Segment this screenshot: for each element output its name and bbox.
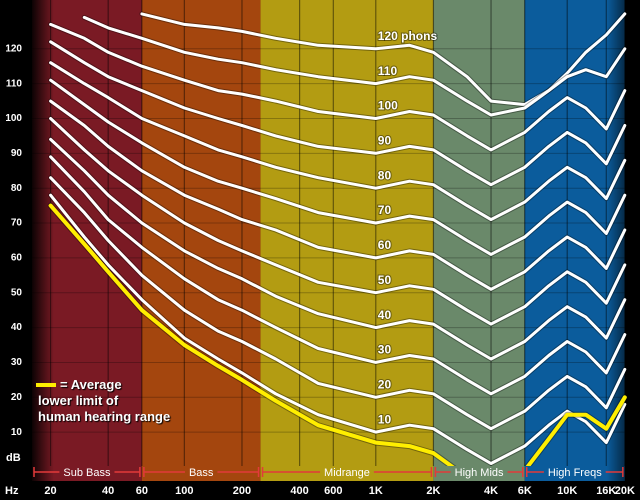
band-label: Bass xyxy=(189,467,214,479)
x-tick-label: 10K xyxy=(557,485,577,497)
curve-label: 120 phons xyxy=(378,29,438,43)
band-label: High Freqs xyxy=(548,467,602,479)
phon-curve xyxy=(49,176,627,431)
phon-curve xyxy=(82,15,627,117)
x-tick-label: 6K xyxy=(518,485,532,497)
legend-swatch xyxy=(36,383,56,387)
x-tick-label: 20 xyxy=(44,485,56,497)
y-tick-label: 70 xyxy=(11,218,23,229)
phon-curve xyxy=(49,117,627,326)
curve-label: 80 xyxy=(378,168,392,182)
band xyxy=(141,0,261,481)
curve-label: 50 xyxy=(378,273,392,287)
y-tick-label: 110 xyxy=(6,78,23,89)
phon-curve xyxy=(49,78,627,256)
y-tick-label: 90 xyxy=(11,148,23,159)
y-tick-label: 100 xyxy=(5,113,22,124)
x-tick-label: 20K xyxy=(615,485,635,497)
x-tick-label: 200 xyxy=(233,485,251,497)
y-tick-label: 80 xyxy=(11,183,23,194)
curve-label: 30 xyxy=(378,343,392,357)
fade xyxy=(32,0,54,481)
x-tick-label: 600 xyxy=(324,485,342,497)
y-tick-label: 50 xyxy=(11,287,23,298)
x-tick-label: 100 xyxy=(175,485,193,497)
y-tick-label: 60 xyxy=(11,253,23,264)
curve-label: 10 xyxy=(378,412,392,426)
phon-curve xyxy=(49,137,627,361)
band-label: Sub Bass xyxy=(63,467,111,479)
y-tick-label: 20 xyxy=(11,392,23,403)
y-tick-label: 30 xyxy=(11,357,23,368)
curve-label: 90 xyxy=(378,134,392,148)
phon-curve xyxy=(49,193,627,465)
x-tick-label: 1K xyxy=(369,485,383,497)
x-tick-label: 4K xyxy=(484,485,498,497)
threshold-curve xyxy=(48,203,627,466)
labels: 10 20 30 40 50 60 70 80 90 100 110 120 20 40 60 100 200 4… xyxy=(5,28,635,497)
curve-label: 20 xyxy=(378,377,392,391)
phon-curve xyxy=(49,61,627,222)
x-tick-label: 2K xyxy=(426,485,440,497)
y-tick-label: 40 xyxy=(11,322,23,333)
legend-text: = Average lower limit of human hearing r… xyxy=(38,377,171,424)
band xyxy=(433,0,525,481)
curve-label: 60 xyxy=(378,238,392,252)
y-tick-label: 10 xyxy=(11,427,23,438)
x-tick-label: 400 xyxy=(290,485,308,497)
curve-label: 70 xyxy=(378,203,392,217)
curves xyxy=(47,11,628,466)
band-label: Midrange xyxy=(324,467,370,479)
y-axis-label: dB xyxy=(6,452,21,464)
phon-curve xyxy=(49,99,627,291)
y-tick-label: 120 xyxy=(5,43,22,54)
phon-curve xyxy=(140,12,627,107)
band-label: High Mids xyxy=(455,467,504,479)
phon-curve xyxy=(49,155,627,396)
curve-label: 100 xyxy=(378,99,398,113)
phon-curve xyxy=(49,40,627,187)
curve-label: 110 xyxy=(378,64,398,78)
x-axis-label: Hz xyxy=(5,485,19,497)
x-tick-label: 60 xyxy=(136,485,148,497)
curve-label: 40 xyxy=(378,308,392,322)
x-tick-label: 40 xyxy=(102,485,114,497)
phon-curve xyxy=(49,22,627,152)
x-tick-label: 16K xyxy=(596,485,616,497)
